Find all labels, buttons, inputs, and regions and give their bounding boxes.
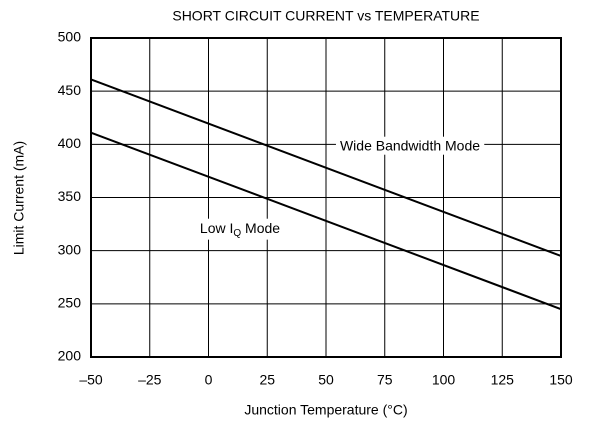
y-tick-label: 500 (58, 29, 82, 45)
x-tick-label: 100 (432, 372, 456, 388)
y-tick-label: 250 (58, 295, 82, 311)
x-tick-label: –50 (79, 372, 103, 388)
x-tick-label: 75 (377, 372, 393, 388)
series-line (90, 78, 562, 257)
x-tick-label: 0 (205, 372, 213, 388)
y-tick-label: 300 (58, 241, 82, 257)
plot-frame (90, 37, 562, 358)
series-label-part: Mode (241, 220, 280, 236)
x-tick-label: 25 (259, 372, 275, 388)
series-label: Wide Bandwidth Mode (340, 138, 480, 154)
x-axis-label: Junction Temperature (°C) (244, 402, 407, 418)
y-tick-label: 450 (58, 82, 82, 98)
label-background (195, 218, 285, 240)
y-tick-label: 350 (58, 188, 82, 204)
y-tick-label: 400 (58, 135, 82, 151)
label-background (335, 136, 485, 155)
y-axis-label: Limit Current (mA) (11, 141, 27, 255)
x-tick-label: –25 (138, 372, 162, 388)
x-tick-label: 125 (491, 372, 515, 388)
x-tick-label: 150 (549, 372, 573, 388)
series-line (90, 131, 562, 311)
x-tick-label: 50 (318, 372, 334, 388)
series-label-part: Q (233, 228, 241, 239)
series-label: Low IQ Mode (200, 220, 280, 239)
series-label-part: Low I (200, 220, 233, 236)
chart-title: SHORT CIRCUIT CURRENT vs TEMPERATURE (172, 8, 479, 24)
y-tick-label: 200 (58, 348, 82, 364)
